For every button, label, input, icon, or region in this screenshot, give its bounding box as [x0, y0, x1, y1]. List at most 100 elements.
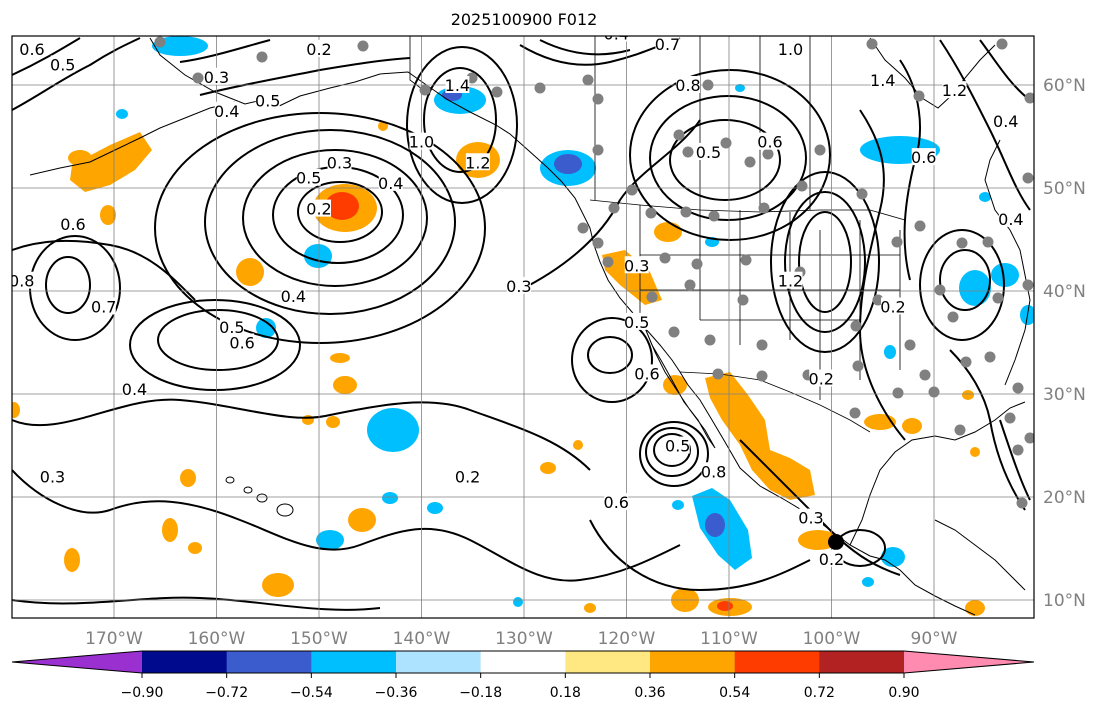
colorbar-segment [226, 651, 312, 673]
contour-label-bg [61, 215, 85, 233]
longitude-tick-label: 160°W [188, 629, 246, 649]
contour-label: 0.4 [604, 25, 629, 44]
contour-label: 0.5 [665, 437, 690, 456]
contour-label: 0.5 [696, 143, 721, 162]
latitude-tick-label: 30°N [1043, 385, 1086, 405]
latitude-tick-label: 60°N [1043, 76, 1086, 96]
positive-anomaly-area [798, 530, 838, 550]
canada-province-lines [594, 36, 811, 212]
contour-label-bg [676, 76, 700, 93]
station-point [934, 284, 946, 296]
positive-anomaly-area [162, 518, 178, 542]
colorbar-segment [819, 651, 905, 673]
negative-anomaly-area [672, 500, 684, 510]
longitude-tick-label: 110°W [700, 629, 758, 649]
colorbar-extend-high [904, 651, 1034, 673]
negative-anomaly-area [256, 318, 276, 338]
contour-label-bg [799, 508, 823, 526]
contour-line [939, 249, 991, 311]
station-point [1024, 92, 1034, 104]
contour-label-bg [409, 132, 434, 150]
contour-label: 0.4 [122, 380, 147, 399]
contour-label-bg [778, 39, 803, 57]
contour-label: 0.4 [993, 112, 1018, 131]
contour-label-bg [281, 287, 306, 305]
contour-line [12, 239, 196, 301]
station-point [646, 291, 658, 303]
longitude-tick-label: 150°W [290, 629, 348, 649]
positive-anomaly-area [180, 469, 196, 487]
station-point [1012, 444, 1024, 456]
baja-california [644, 327, 716, 449]
station-point [645, 207, 657, 219]
station-point [1022, 172, 1034, 184]
longitude-tick-label: 140°W [393, 629, 451, 649]
station-point [856, 188, 868, 200]
contour-label-bg [696, 142, 721, 160]
contour-line [129, 299, 301, 391]
contour-label-bg [255, 91, 280, 109]
contour-label-bg [219, 318, 244, 336]
station-point [1016, 497, 1028, 509]
central-america-coast [934, 519, 1026, 591]
contour-label: 0.4 [998, 210, 1023, 229]
contour-label: 0.5 [50, 55, 75, 74]
station-point [577, 222, 589, 234]
station-point [947, 311, 959, 323]
contour-line [653, 433, 691, 467]
contour-label-bg [378, 173, 403, 191]
contour-line [571, 317, 653, 403]
contour-line [669, 119, 781, 201]
station-point [814, 144, 826, 156]
contour-label-bg [307, 39, 331, 57]
contour-label-bg [881, 297, 905, 315]
hudson-bay-coast [869, 37, 996, 109]
contour-label: 1.2 [942, 81, 967, 100]
contour-label-bg [758, 132, 782, 150]
contour-label: 1.4 [870, 71, 895, 90]
colorbar-segment [480, 651, 566, 673]
station-point [866, 38, 878, 50]
positive-anomaly-area [573, 440, 583, 450]
positive-anomaly-area [325, 192, 359, 220]
contour-label-bg [809, 369, 834, 387]
contour-line [629, 69, 831, 241]
contour-label-bg [327, 153, 352, 171]
colorbar-tick-label: 0.72 [804, 685, 835, 701]
positive-anomaly-area [970, 447, 980, 457]
colorbar-segment [650, 651, 736, 673]
contour-label: 0.8 [9, 272, 34, 291]
positive-anomaly-area [378, 121, 388, 131]
longitude-tick-label: 130°W [495, 629, 553, 649]
station-point [954, 424, 966, 436]
contour-label-bg [465, 153, 490, 171]
contour-line [858, 109, 906, 441]
negative-anomaly-area [554, 154, 582, 174]
contour-label: 0.3 [40, 467, 65, 486]
contour-lines [12, 37, 1031, 611]
station-point [796, 180, 808, 192]
station-point [892, 387, 904, 399]
station-point [956, 237, 968, 249]
hawaii-islands [243, 486, 253, 494]
contour-line [589, 519, 811, 592]
contour-line [12, 37, 141, 111]
contour-labels: 0.60.50.30.20.40.50.50.30.40.21.01.41.20… [9, 19, 1024, 569]
contour-label: 0.5 [552, 19, 577, 38]
contour-label: 0.4 [378, 174, 403, 193]
negative-anomaly-area [316, 530, 344, 550]
station-point [154, 36, 166, 48]
contour-label: 0.3 [624, 256, 649, 275]
hawaii-islands [256, 493, 268, 503]
contour-label: 1.2 [778, 272, 803, 291]
positive-anomaly-area [584, 603, 596, 613]
station-point [913, 90, 925, 102]
contour-label: 0.2 [455, 467, 480, 486]
negative-anomaly-area [513, 597, 523, 607]
station-point [850, 320, 862, 332]
contour-line [649, 95, 807, 221]
station-point [744, 156, 756, 168]
positive-anomaly-area [326, 416, 340, 428]
contour-label-bg [20, 39, 44, 57]
station-point [828, 534, 844, 550]
